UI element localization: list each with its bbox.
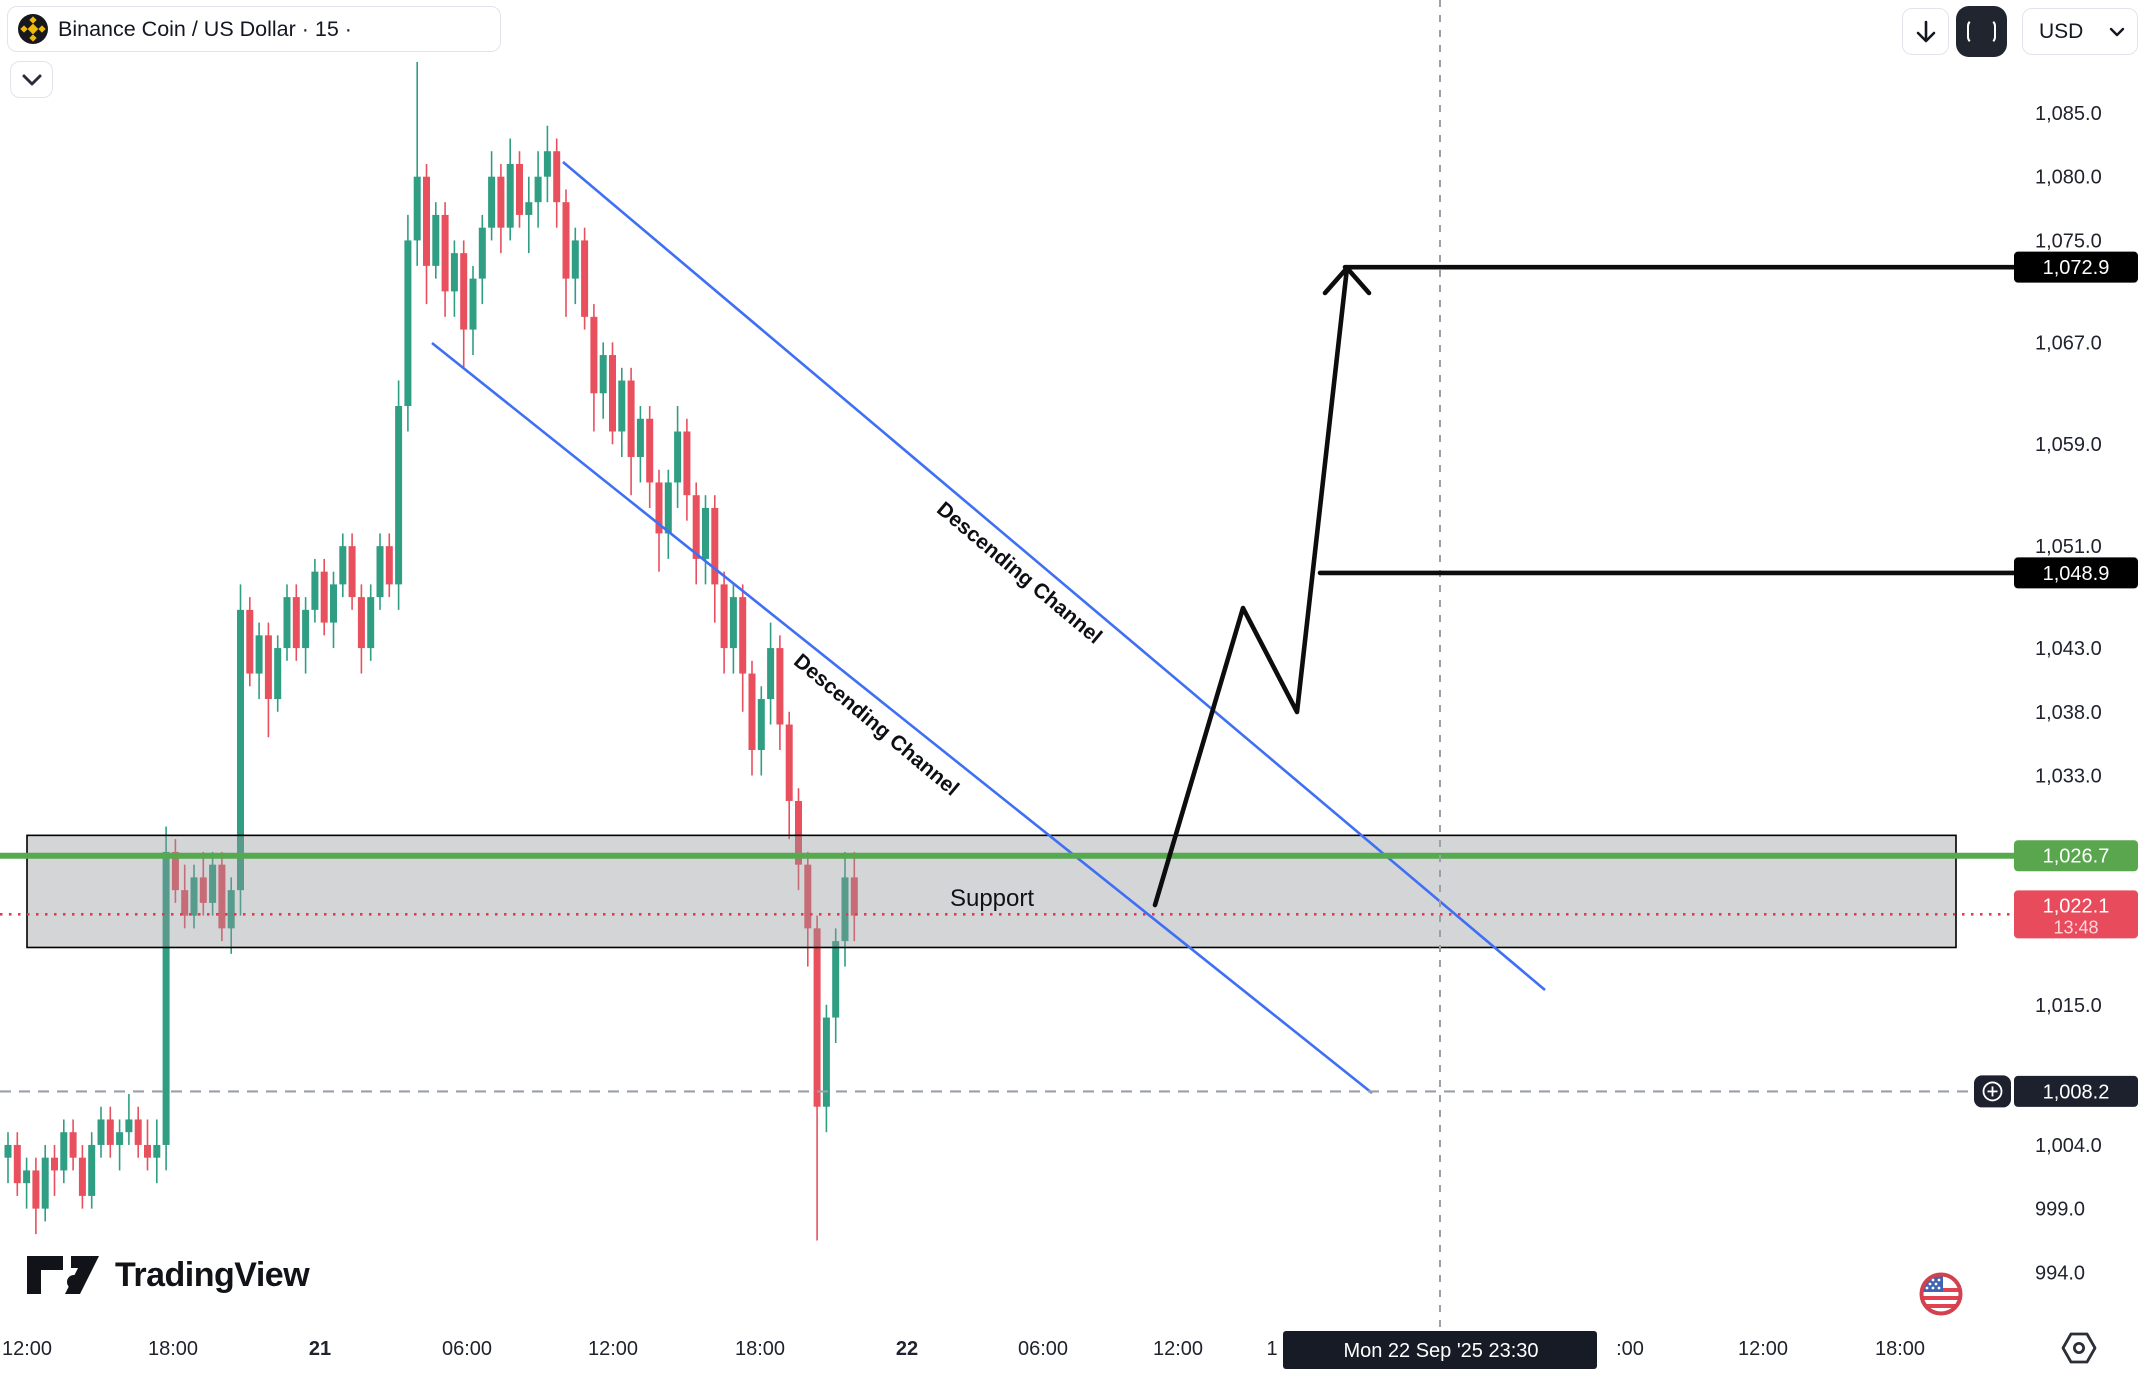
price-axis-label: 1,008.2 <box>1974 1075 2138 1108</box>
channel-trendline[interactable] <box>431 341 1373 1095</box>
gear-icon <box>2061 1332 2097 1364</box>
price-tick: 1,080.0 <box>2035 167 2102 189</box>
svg-text:Mon 22 Sep '25 23:30: Mon 22 Sep '25 23:30 <box>1343 1340 1538 1362</box>
time-tick: 1 <box>1266 1338 1277 1360</box>
chevron-down-icon <box>2109 27 2125 36</box>
channel-label: Descending Channel <box>932 497 1106 648</box>
channel-trendline[interactable] <box>562 161 1546 991</box>
price-tick: 1,075.0 <box>2035 230 2102 252</box>
usd-flag-icon <box>1918 1271 1964 1322</box>
time-tick: 12:00 <box>588 1338 638 1360</box>
crosshair-time-tooltip: Mon 22 Sep '25 23:30 <box>1283 1331 1597 1369</box>
currency-value: USD <box>2039 19 2084 43</box>
collapse-toolbar-button[interactable] <box>10 61 53 98</box>
price-axis-label: 1,072.9 <box>2014 251 2138 283</box>
symbol-title: Binance Coin / US Dollar · 15 · <box>58 16 352 41</box>
timezone-settings-button[interactable] <box>2058 1330 2100 1371</box>
svg-text:1,048.9: 1,048.9 <box>2043 563 2110 585</box>
price-tick: 1,004.0 <box>2035 1135 2102 1157</box>
screenshot-button[interactable] <box>1956 6 2007 57</box>
time-tick: 06:00 <box>1018 1338 1068 1360</box>
svg-text:1,026.7: 1,026.7 <box>2043 846 2110 868</box>
time-tick: 12:00 <box>1738 1338 1788 1360</box>
time-tick: 18:00 <box>1875 1338 1925 1360</box>
projection-arrow-drawing[interactable] <box>1152 264 2019 908</box>
price-tick: 1,043.0 <box>2035 638 2102 660</box>
time-scale[interactable]: 12:00 18:00 21 06:00 12:00 18:00 22 06:00 12:00 1… <box>2 1338 1925 1360</box>
time-tick: 18:00 <box>735 1338 785 1360</box>
time-tick: 22 <box>896 1338 918 1360</box>
time-tick: 12:00 <box>2 1338 52 1360</box>
price-tick: 1,051.0 <box>2035 536 2102 558</box>
candles <box>4 62 858 1241</box>
chevron-down-icon <box>22 74 41 85</box>
binance-coin-icon <box>18 14 48 44</box>
price-tick: 1,033.0 <box>2035 765 2102 787</box>
price-tick: 1,059.0 <box>2035 434 2102 456</box>
time-tick: 12:00 <box>1153 1338 1203 1360</box>
price-tick: 994.0 <box>2035 1262 2085 1284</box>
price-tick: 1,067.0 <box>2035 332 2102 354</box>
price-axis-label: 1,048.9 <box>2014 557 2138 589</box>
currency-selector[interactable]: USD <box>2022 8 2138 55</box>
svg-text:1,008.2: 1,008.2 <box>2043 1081 2110 1103</box>
camera-frame-icon <box>1967 19 1996 44</box>
svg-text:1,072.9: 1,072.9 <box>2043 257 2110 279</box>
download-button[interactable] <box>1902 8 1949 55</box>
time-tick: 18:00 <box>148 1338 198 1360</box>
price-tick: 999.0 <box>2035 1199 2085 1221</box>
channel-label: Descending Channel <box>789 649 963 800</box>
time-tick: 06:00 <box>442 1338 492 1360</box>
tradingview-mark-icon <box>27 1256 99 1294</box>
tradingview-logo-text: TradingView <box>115 1255 310 1294</box>
price-axis-label: 1,022.113:48 <box>2014 890 2138 939</box>
time-tick: 21 <box>309 1338 331 1360</box>
tradingview-logo[interactable]: TradingView <box>25 1254 310 1296</box>
price-axis-label: 1,026.7 <box>2014 840 2138 872</box>
price-tick: 1,015.0 <box>2035 995 2102 1017</box>
price-tick: 1,038.0 <box>2035 702 2102 724</box>
price-tick: 1,085.0 <box>2035 103 2102 125</box>
svg-text:1,022.1: 1,022.1 <box>2043 895 2110 917</box>
support-zone-label: Support <box>950 885 1034 912</box>
arrow-down-icon <box>1916 20 1935 42</box>
time-tick: :00 <box>1616 1338 1644 1360</box>
symbol-header[interactable]: Binance Coin / US Dollar · 15 · <box>7 6 501 52</box>
price-scale[interactable]: 1,085.0 1,080.0 1,075.0 1,067.0 1,059.0 1,051… <box>2035 103 2102 1284</box>
svg-text:13:48: 13:48 <box>2053 917 2098 937</box>
